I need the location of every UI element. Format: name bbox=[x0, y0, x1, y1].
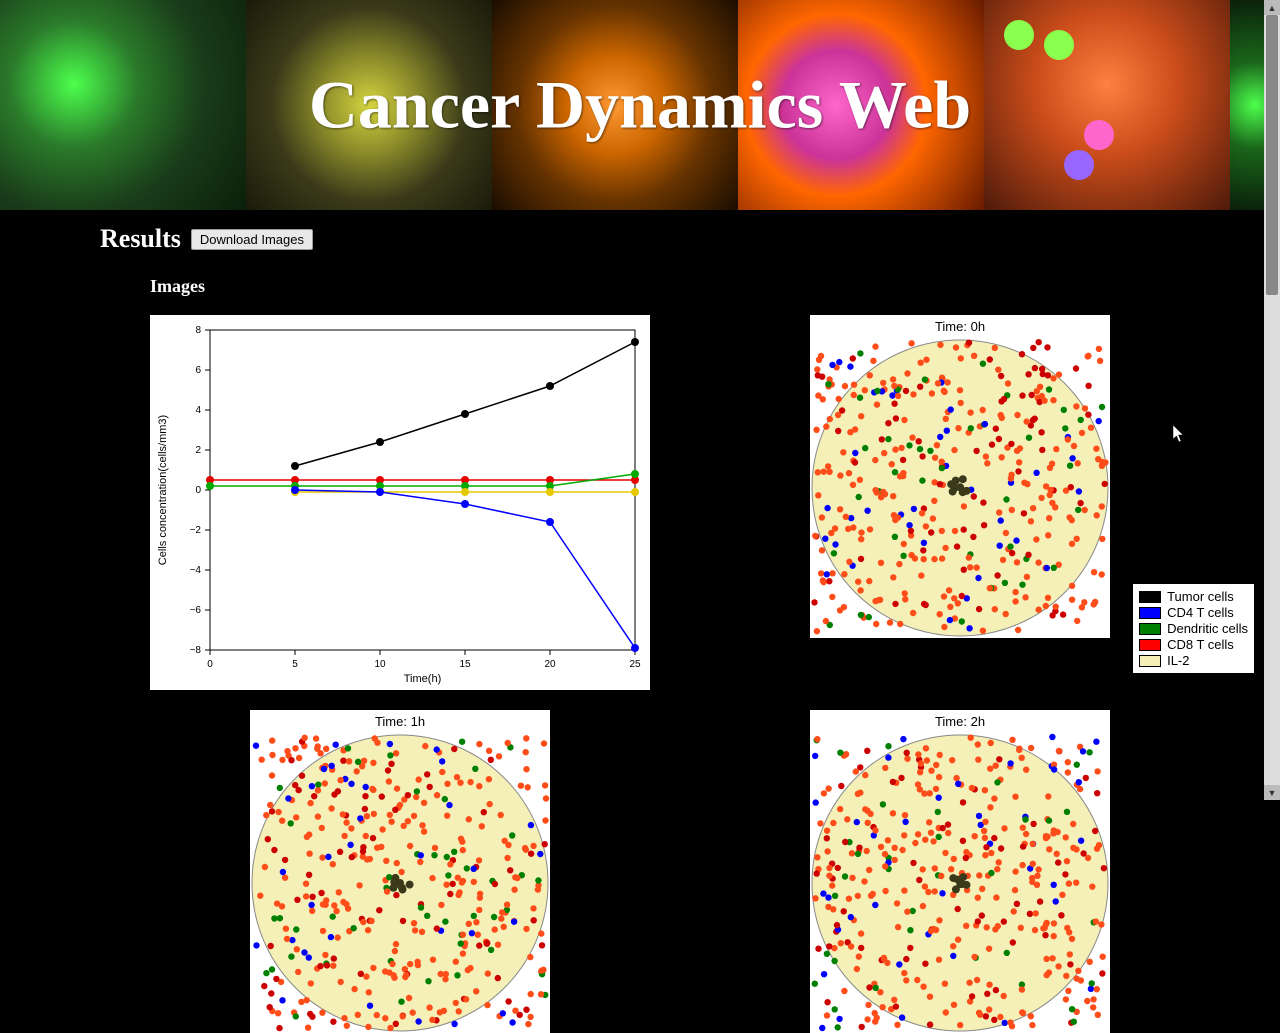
banner-image-2 bbox=[246, 0, 492, 210]
svg-text:−8: −8 bbox=[190, 645, 202, 656]
svg-text:0: 0 bbox=[195, 485, 201, 496]
legend-swatch bbox=[1139, 655, 1161, 667]
svg-text:10: 10 bbox=[374, 659, 386, 670]
svg-text:25: 25 bbox=[629, 659, 641, 670]
vertical-scrollbar[interactable]: ▲ ▼ bbox=[1264, 0, 1280, 800]
svg-text:−4: −4 bbox=[190, 565, 202, 576]
legend-label: CD4 T cells bbox=[1167, 605, 1234, 620]
line-chart-panel: 0 5 10 15 20 25 −8 −6 −4 −2 0 2 4 6 8 Time(h) Cells conc… bbox=[150, 315, 650, 690]
sim-panel-1: Time: 1h bbox=[150, 710, 650, 1033]
sim-panel-2: Time: 2h bbox=[710, 710, 1210, 1033]
sim-scatter-0 bbox=[810, 338, 1110, 638]
banner-image-1 bbox=[0, 0, 246, 210]
legend-item: Tumor cells bbox=[1139, 589, 1248, 604]
results-heading: Results bbox=[100, 224, 181, 254]
scroll-up-arrow[interactable]: ▲ bbox=[1264, 0, 1280, 15]
legend-item: IL-2 bbox=[1139, 653, 1248, 668]
svg-text:6: 6 bbox=[195, 365, 201, 376]
svg-text:8: 8 bbox=[195, 325, 201, 336]
legend-item: CD8 T cells bbox=[1139, 637, 1248, 652]
svg-text:20: 20 bbox=[544, 659, 556, 670]
svg-text:−6: −6 bbox=[190, 605, 202, 616]
line-chart: 0 5 10 15 20 25 −8 −6 −4 −2 0 2 4 6 8 Time(h) Cells conc… bbox=[150, 315, 650, 690]
svg-text:15: 15 bbox=[459, 659, 471, 670]
content-area: Results Download Images Images 051015202… bbox=[0, 210, 1280, 1033]
legend-item: CD4 T cells bbox=[1139, 605, 1248, 620]
sim-scatter-1 bbox=[250, 733, 550, 1033]
legend-label: Dendritic cells bbox=[1167, 621, 1248, 636]
images-subheading: Images bbox=[150, 276, 1180, 297]
scroll-down-arrow[interactable]: ▼ bbox=[1264, 785, 1280, 800]
header-banner: Cancer Dynamics Web bbox=[0, 0, 1280, 210]
legend-swatch bbox=[1139, 607, 1161, 619]
legend-label: IL-2 bbox=[1167, 653, 1189, 668]
sim-title-1: Time: 1h bbox=[250, 710, 550, 733]
svg-text:5: 5 bbox=[292, 659, 298, 670]
svg-text:Cells concentration(cells/mm3): Cells concentration(cells/mm3) bbox=[157, 415, 169, 565]
results-grid: 0 5 10 15 20 25 −8 −6 −4 −2 0 2 4 6 8 Time(h) Cells conc… bbox=[100, 315, 1180, 1033]
sim-title-0: Time: 0h bbox=[810, 315, 1110, 338]
legend-label: Tumor cells bbox=[1167, 589, 1234, 604]
svg-text:0: 0 bbox=[207, 659, 213, 670]
svg-text:4: 4 bbox=[195, 405, 201, 416]
scrollbar-thumb[interactable] bbox=[1266, 15, 1278, 295]
banner-image-3 bbox=[492, 0, 738, 210]
legend-swatch bbox=[1139, 591, 1161, 603]
sim-legend: Tumor cellsCD4 T cellsDendritic cellsCD8… bbox=[1132, 583, 1255, 674]
sim-panel-0: Time: 0h Tumor cellsCD4 T cellsDendritic… bbox=[710, 315, 1210, 690]
legend-swatch bbox=[1139, 639, 1161, 651]
legend-label: CD8 T cells bbox=[1167, 637, 1234, 652]
sim-title-2: Time: 2h bbox=[810, 710, 1110, 733]
sim-scatter-2 bbox=[810, 733, 1110, 1033]
legend-swatch bbox=[1139, 623, 1161, 635]
banner-image-5 bbox=[984, 0, 1230, 210]
banner-image-4 bbox=[738, 0, 984, 210]
svg-text:2: 2 bbox=[195, 445, 201, 456]
legend-item: Dendritic cells bbox=[1139, 621, 1248, 636]
download-images-button[interactable]: Download Images bbox=[191, 229, 313, 250]
svg-text:−2: −2 bbox=[190, 525, 202, 536]
svg-text:Time(h): Time(h) bbox=[404, 673, 441, 685]
